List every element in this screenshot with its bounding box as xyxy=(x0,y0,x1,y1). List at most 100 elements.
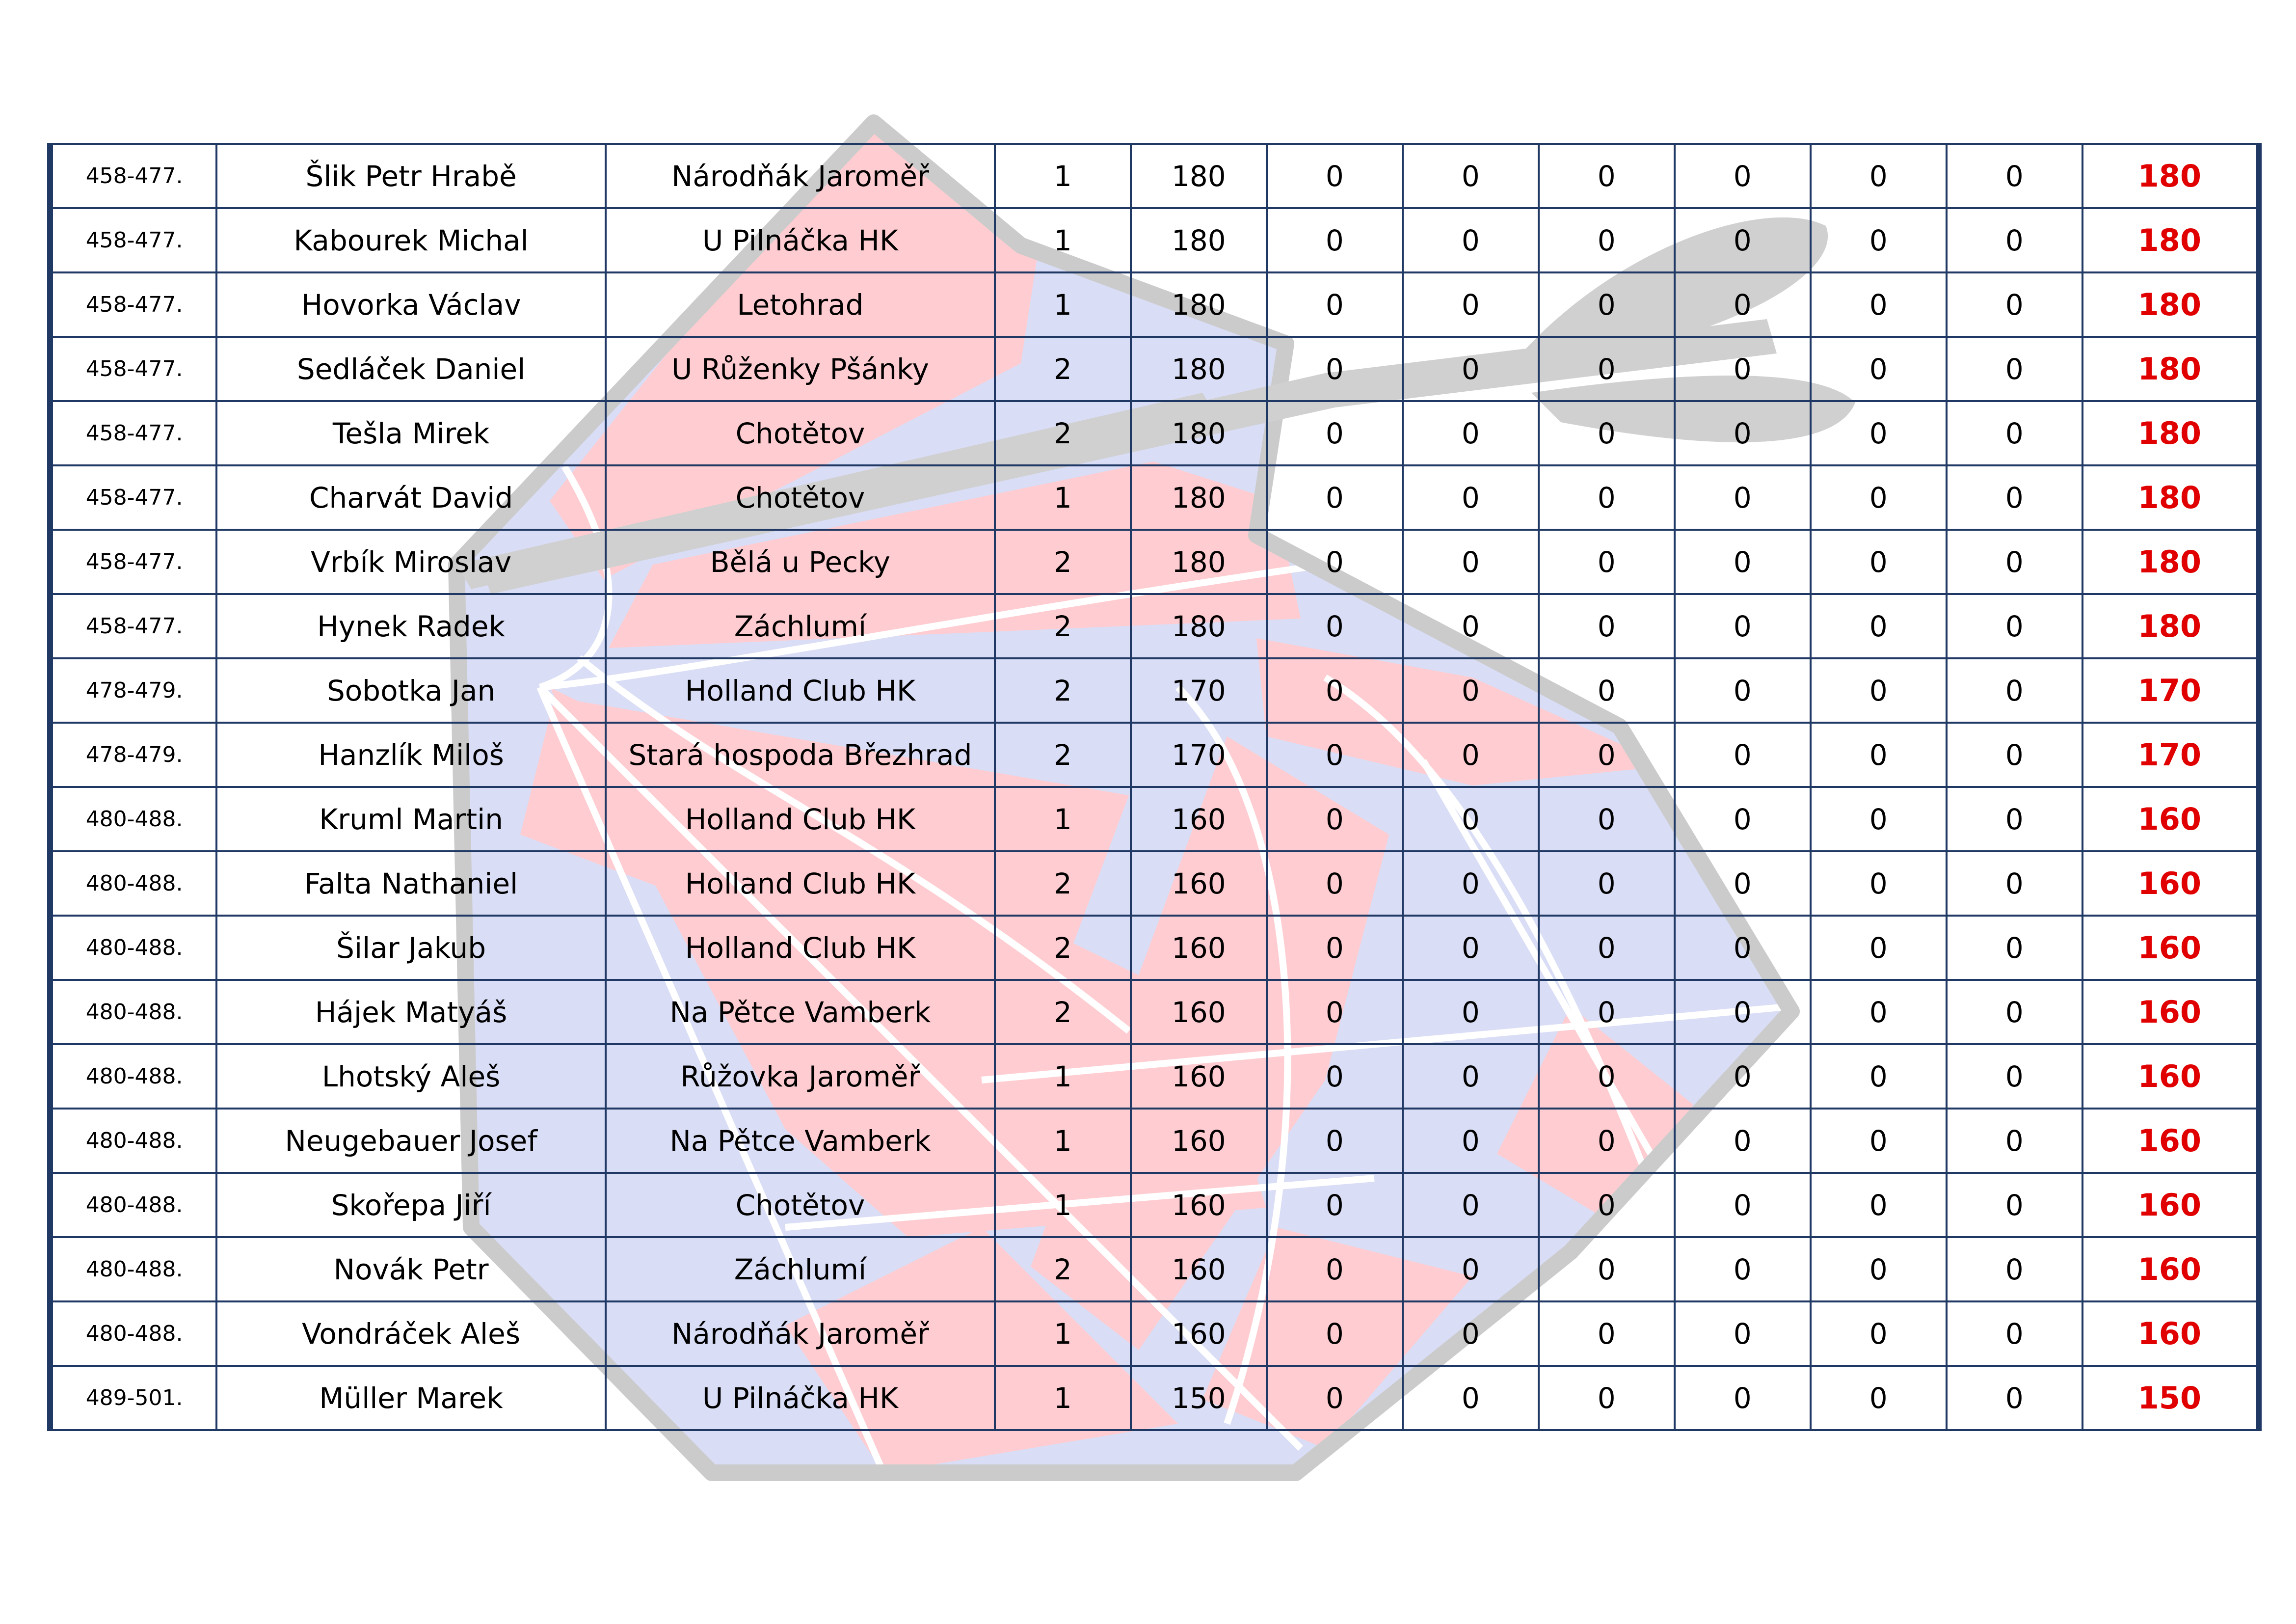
club-cell: Chotětov xyxy=(605,400,996,466)
col-3-cell: 0 xyxy=(1265,657,1404,724)
player-name-cell: Sobotka Jan xyxy=(215,657,607,724)
col-8-cell: 0 xyxy=(1945,1300,2083,1367)
col-1-cell: 2 xyxy=(993,915,1132,981)
player-name-cell: Vondráček Aleš xyxy=(215,1300,607,1367)
col-4-cell: 0 xyxy=(1401,1108,1540,1174)
table-row: 480-488. Šilar Jakub Holland Club HK 2 160 0 0… xyxy=(49,915,2260,981)
col-6-cell: 0 xyxy=(1673,657,1812,724)
col-5-cell: 0 xyxy=(1537,722,1676,788)
col-5-cell: 0 xyxy=(1537,271,1676,338)
player-name-cell: Šlik Petr Hrabě xyxy=(215,143,607,209)
col-1-cell: 2 xyxy=(993,593,1132,659)
club-cell: U Pilnáčka HK xyxy=(605,1365,996,1431)
col-7-cell: 0 xyxy=(1809,593,1948,659)
col-6-cell: 0 xyxy=(1673,143,1812,209)
col-5-cell: 0 xyxy=(1537,1172,1676,1238)
col-1-cell: 2 xyxy=(993,1236,1132,1302)
col-7-cell: 0 xyxy=(1809,1172,1948,1238)
col-7-cell: 0 xyxy=(1809,464,1948,531)
col-8-cell: 0 xyxy=(1945,657,2083,724)
col-7-cell: 0 xyxy=(1809,1365,1948,1431)
col-3-cell: 0 xyxy=(1265,979,1404,1045)
total-points-cell: 180 xyxy=(2081,271,2260,338)
col-3-cell: 0 xyxy=(1265,207,1404,273)
club-cell: Bělá u Pecky xyxy=(605,529,996,595)
col-6-cell: 0 xyxy=(1673,593,1812,659)
results-table: 458-477. Šlik Petr Hrabě Národňák Jaroměř 1… xyxy=(47,143,2262,1431)
col-1-cell: 1 xyxy=(993,786,1132,852)
col-1-cell: 1 xyxy=(993,1172,1132,1238)
col-3-cell: 0 xyxy=(1265,271,1404,338)
col-2-cell: 180 xyxy=(1129,207,1268,273)
col-6-cell: 0 xyxy=(1673,850,1812,917)
rank-cell: 480-488. xyxy=(49,850,218,917)
col-4-cell: 0 xyxy=(1401,786,1540,852)
rank-cell: 458-477. xyxy=(49,271,218,338)
table-row: 458-477. Tešla Mirek Chotětov 2 180 0 0 0 0 0 0 180 xyxy=(49,400,2260,466)
col-3-cell: 0 xyxy=(1265,143,1404,209)
col-5-cell: 0 xyxy=(1537,400,1676,466)
col-4-cell: 0 xyxy=(1401,915,1540,981)
col-2-cell: 180 xyxy=(1129,464,1268,531)
rank-cell: 458-477. xyxy=(49,400,218,466)
results-table-body: 458-477. Šlik Petr Hrabě Národňák Jaroměř 1… xyxy=(49,143,2260,1431)
col-5-cell: 0 xyxy=(1537,979,1676,1045)
col-7-cell: 0 xyxy=(1809,400,1948,466)
total-points-cell: 160 xyxy=(2081,850,2260,917)
col-3-cell: 0 xyxy=(1265,400,1404,466)
col-1-cell: 2 xyxy=(993,722,1132,788)
col-1-cell: 1 xyxy=(993,143,1132,209)
col-2-cell: 160 xyxy=(1129,850,1268,917)
player-name-cell: Müller Marek xyxy=(215,1365,607,1431)
rank-cell: 480-488. xyxy=(49,979,218,1045)
col-8-cell: 0 xyxy=(1945,979,2083,1045)
col-5-cell: 0 xyxy=(1537,915,1676,981)
col-4-cell: 0 xyxy=(1401,1236,1540,1302)
col-6-cell: 0 xyxy=(1673,722,1812,788)
total-points-cell: 160 xyxy=(2081,915,2260,981)
rank-cell: 458-477. xyxy=(49,593,218,659)
col-5-cell: 0 xyxy=(1537,336,1676,402)
col-1-cell: 1 xyxy=(993,1108,1132,1174)
total-points-cell: 160 xyxy=(2081,1043,2260,1110)
col-8-cell: 0 xyxy=(1945,1365,2083,1431)
col-4-cell: 0 xyxy=(1401,850,1540,917)
total-points-cell: 180 xyxy=(2081,464,2260,531)
col-6-cell: 0 xyxy=(1673,915,1812,981)
col-8-cell: 0 xyxy=(1945,271,2083,338)
player-name-cell: Neugebauer Josef xyxy=(215,1108,607,1174)
col-5-cell: 0 xyxy=(1537,1236,1676,1302)
col-7-cell: 0 xyxy=(1809,1108,1948,1174)
col-5-cell: 0 xyxy=(1537,850,1676,917)
col-5-cell: 0 xyxy=(1537,657,1676,724)
table-row: 458-477. Hynek Radek Záchlumí 2 180 0 0 0 0 0 0 180 xyxy=(49,593,2260,659)
total-points-cell: 180 xyxy=(2081,207,2260,273)
player-name-cell: Hynek Radek xyxy=(215,593,607,659)
col-8-cell: 0 xyxy=(1945,464,2083,531)
rank-cell: 458-477. xyxy=(49,529,218,595)
table-row: 458-477. Charvát David Chotětov 1 180 0 0 0 0 0 0 1… xyxy=(49,464,2260,531)
col-3-cell: 0 xyxy=(1265,1236,1404,1302)
col-1-cell: 1 xyxy=(993,1043,1132,1110)
col-7-cell: 0 xyxy=(1809,786,1948,852)
col-4-cell: 0 xyxy=(1401,1043,1540,1110)
club-cell: Chotětov xyxy=(605,1172,996,1238)
col-2-cell: 150 xyxy=(1129,1365,1268,1431)
col-1-cell: 2 xyxy=(993,657,1132,724)
table-row: 480-488. Neugebauer Josef Na Pětce Vamberk… xyxy=(49,1108,2260,1174)
table-row: 480-488. Vondráček Aleš Národňák Jaroměř 1 1… xyxy=(49,1300,2260,1367)
col-1-cell: 2 xyxy=(993,336,1132,402)
col-7-cell: 0 xyxy=(1809,207,1948,273)
table-row: 458-477. Sedláček Daniel U Růženky Pšánky 2… xyxy=(49,336,2260,402)
col-1-cell: 1 xyxy=(993,464,1132,531)
col-2-cell: 170 xyxy=(1129,657,1268,724)
table-row: 480-488. Falta Nathaniel Holland Club HK 2 1… xyxy=(49,850,2260,917)
col-8-cell: 0 xyxy=(1945,722,2083,788)
col-7-cell: 0 xyxy=(1809,850,1948,917)
col-2-cell: 160 xyxy=(1129,979,1268,1045)
col-3-cell: 0 xyxy=(1265,786,1404,852)
player-name-cell: Kabourek Michal xyxy=(215,207,607,273)
club-cell: Záchlumí xyxy=(605,1236,996,1302)
total-points-cell: 160 xyxy=(2081,786,2260,852)
col-6-cell: 0 xyxy=(1673,464,1812,531)
